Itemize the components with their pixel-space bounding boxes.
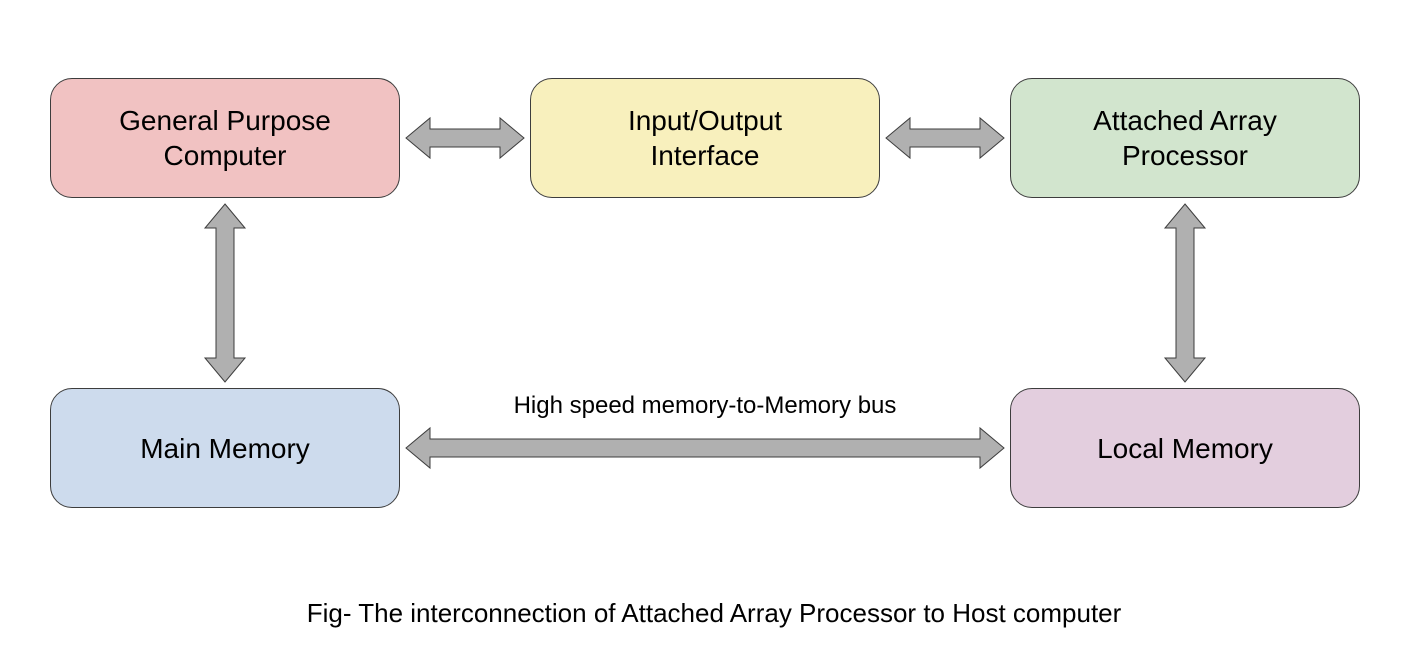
edge-gpc-mm (205, 204, 245, 382)
edges-layer (0, 0, 1428, 658)
edge-mm-lm (406, 428, 1004, 468)
edge-io-aap (886, 118, 1004, 158)
figure-caption: Fig- The interconnection of Attached Arr… (0, 598, 1428, 629)
edge-mm-lm-label: High speed memory-to-Memory bus (406, 392, 1004, 420)
edge-aap-lm (1165, 204, 1205, 382)
edge-gpc-io (406, 118, 524, 158)
